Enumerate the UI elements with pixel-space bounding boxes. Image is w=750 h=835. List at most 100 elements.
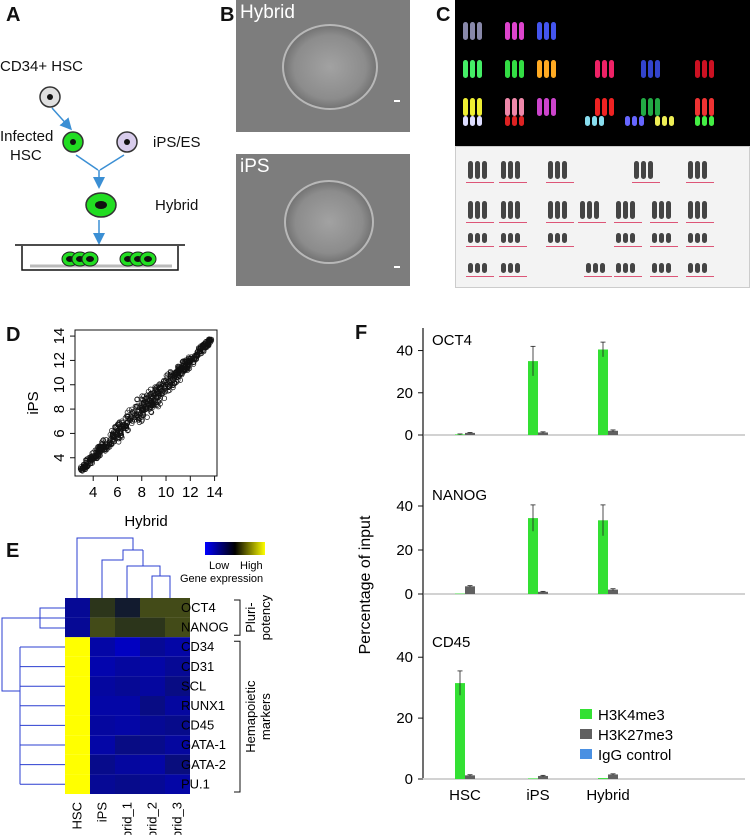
scatter-point [91,455,98,461]
heatmap-cell [115,676,140,696]
heatmap-cell [115,617,140,638]
scatter-point [100,447,106,453]
chromosome-mark [652,201,657,219]
chromosome-mark [662,116,667,126]
chromosome-mark [623,233,628,243]
chromosome-mark [695,161,700,179]
heatmap-cell [90,656,115,677]
scatter-point [135,403,141,409]
chromosome-mark [512,98,517,116]
scatter-point [103,437,109,443]
scatter-point [126,407,132,413]
label-infected: Infected [0,128,54,145]
scatter-point [144,401,150,407]
chromosome-mark [593,263,598,273]
chromosome-mark [475,161,480,179]
heatmap-cell [165,676,190,696]
label-hybrid: Hybrid [155,197,199,214]
chromosome-mark [519,116,524,126]
dendrogram-branch [101,549,143,598]
scatter-ytick-label: 6 [51,429,68,437]
heatmap-cell [140,696,165,716]
heatmap-cell [90,617,115,638]
scatter-point [132,403,138,410]
scatter-point [135,416,142,423]
bar-category-label: Hybrid [586,787,629,804]
chromosome-mark [512,60,517,78]
chromosome-mark [602,98,607,116]
bar-ytick-label: 0 [405,427,413,444]
bar [465,775,475,779]
heatmap-cell [165,754,190,775]
chromosome-mark [641,60,646,78]
scatter-point [139,393,145,399]
scatter-point [101,444,107,450]
scatter-point [207,336,213,343]
chromosome-mark [702,60,707,78]
scatter-point [88,455,95,462]
bar-gene-label: NANOG [432,487,487,504]
chromosome-mark [537,60,542,78]
heatmap-cell [115,735,140,755]
heatmap-cell [140,774,165,794]
chromosome-mark [555,161,560,179]
karyotype-underline [466,182,494,183]
chromosome-mark [512,116,517,126]
chromosome-mark [709,60,714,78]
heatmap-cell [65,696,90,716]
scatter-point [134,411,140,417]
panel-letter-b: B [220,4,235,26]
chromosome-mark [655,98,660,116]
chromosome-mark [666,263,671,273]
chromosome-mark [634,161,639,179]
heatmap-figure: Low High Gene expression OCT4 NANOG CD34 CD… [1,537,273,835]
heatmap-cell [90,715,115,736]
dendrogram-branch [76,537,134,598]
heatmap-cell [90,598,115,618]
bar-ytick-label: 20 [396,710,413,727]
legend-label: H3K27me3 [598,727,673,744]
chromosome-mark [659,263,664,273]
heatmap-cell [65,637,90,657]
chromosome-mark [600,263,605,273]
scatter-point [88,460,94,467]
heatmap-col-label: Hybrid_2 [145,802,160,835]
chromosome-mark [702,201,707,219]
scatter-point [200,347,206,353]
scatter-point [113,434,119,440]
heat-legend-title: Gene expression [180,573,263,585]
chromosome-mark [508,161,513,179]
scatter-point [159,390,166,396]
karyotype-underline [686,222,714,223]
scatter-point [163,372,169,379]
chromosome-mark [482,233,487,243]
chromosome-mark [695,233,700,243]
scatter-point [158,382,164,388]
arrow-icon [51,107,73,131]
chromosome-mark [659,201,664,219]
karyotype-underline [686,276,714,277]
scatter-xtick-label: 6 [113,484,121,501]
chromosome-mark [709,116,714,126]
heatmap-cells [65,598,190,794]
chromosome-mark [468,263,473,273]
scatter-point [155,393,162,399]
bar [528,518,538,594]
chromosome-mark [482,161,487,179]
karyotype-gbanded-image [455,146,750,288]
heatmap-cell [90,754,115,775]
scatter-point [149,396,155,402]
heatmap-cell [115,656,140,677]
bar [608,430,618,435]
micrograph-label-ips: iPS [240,156,270,177]
chromosome-mark [632,116,637,126]
chromosome-mark [463,60,468,78]
chromosome-mark [501,161,506,179]
chromosome-mark [475,201,480,219]
heatmap-row-label: SCL [181,678,206,693]
chromosome-mark [477,98,482,116]
scatter-point [134,396,140,403]
scatter-ytick-label: 8 [51,405,68,413]
chromosome-mark [595,60,600,78]
scatter-ylabel: iPS [25,391,42,414]
